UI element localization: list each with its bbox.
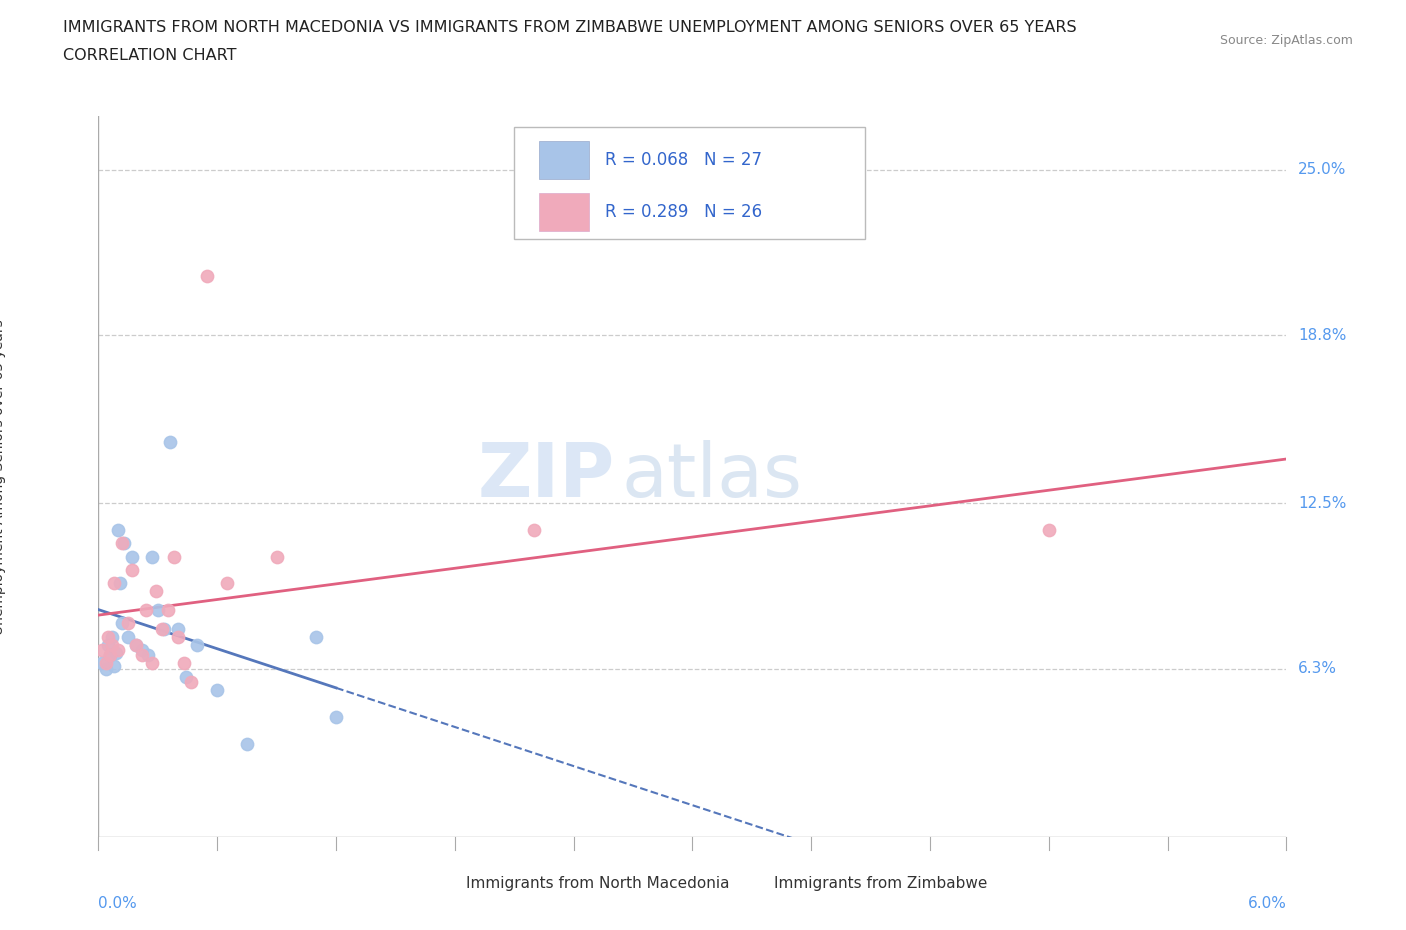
Text: 6.3%: 6.3% — [1298, 661, 1337, 676]
Point — [305, 630, 328, 644]
Point — [174, 670, 197, 684]
Point — [107, 523, 129, 538]
Text: CORRELATION CHART: CORRELATION CHART — [63, 48, 236, 63]
Point — [156, 603, 179, 618]
Point — [186, 637, 208, 652]
Text: atlas: atlas — [621, 440, 803, 513]
Point — [236, 737, 259, 751]
FancyBboxPatch shape — [733, 872, 762, 896]
Point — [141, 550, 163, 565]
FancyBboxPatch shape — [515, 127, 865, 239]
Text: Source: ZipAtlas.com: Source: ZipAtlas.com — [1219, 34, 1353, 47]
Point — [105, 645, 128, 660]
Point — [152, 621, 174, 636]
Point — [1038, 523, 1060, 538]
Point — [107, 643, 129, 658]
Point — [101, 630, 124, 644]
Point — [121, 550, 143, 565]
Point — [145, 584, 167, 599]
Point — [108, 576, 131, 591]
Point — [96, 656, 118, 671]
Point — [125, 637, 148, 652]
Text: 12.5%: 12.5% — [1298, 496, 1347, 511]
Point — [141, 656, 163, 671]
Point — [125, 637, 148, 652]
Point — [146, 603, 169, 618]
Point — [217, 576, 239, 591]
Point — [205, 683, 228, 698]
Point — [136, 648, 159, 663]
Text: 6.0%: 6.0% — [1247, 896, 1286, 910]
FancyBboxPatch shape — [538, 141, 589, 179]
Point — [166, 621, 188, 636]
Point — [112, 536, 135, 551]
Point — [325, 710, 347, 724]
Point — [163, 550, 186, 565]
FancyBboxPatch shape — [538, 193, 589, 231]
Point — [135, 603, 157, 618]
Point — [101, 637, 124, 652]
Point — [97, 630, 120, 644]
Point — [121, 563, 143, 578]
Text: ZIP: ZIP — [478, 440, 616, 513]
Point — [159, 434, 181, 449]
Point — [98, 648, 121, 663]
Point — [98, 648, 121, 663]
Text: Unemployment Among Seniors over 65 years: Unemployment Among Seniors over 65 years — [0, 319, 7, 634]
Point — [173, 656, 195, 671]
Point — [117, 630, 139, 644]
Point — [150, 621, 173, 636]
Point — [131, 643, 153, 658]
FancyBboxPatch shape — [425, 872, 453, 896]
Text: IMMIGRANTS FROM NORTH MACEDONIA VS IMMIGRANTS FROM ZIMBABWE UNEMPLOYMENT AMONG S: IMMIGRANTS FROM NORTH MACEDONIA VS IMMIG… — [63, 20, 1077, 35]
Point — [131, 648, 153, 663]
Text: Immigrants from North Macedonia: Immigrants from North Macedonia — [465, 876, 730, 891]
Point — [103, 576, 125, 591]
Text: 0.0%: 0.0% — [98, 896, 138, 910]
Text: 18.8%: 18.8% — [1298, 327, 1347, 342]
Point — [111, 616, 134, 631]
Text: 25.0%: 25.0% — [1298, 162, 1347, 177]
Point — [117, 616, 139, 631]
Point — [266, 550, 288, 565]
Point — [180, 675, 202, 690]
Point — [97, 637, 120, 652]
Point — [91, 643, 114, 658]
Text: R = 0.068   N = 27: R = 0.068 N = 27 — [605, 151, 762, 169]
Point — [166, 630, 188, 644]
Text: Immigrants from Zimbabwe: Immigrants from Zimbabwe — [775, 876, 988, 891]
Point — [91, 656, 114, 671]
Text: R = 0.289   N = 26: R = 0.289 N = 26 — [605, 203, 762, 221]
Point — [523, 523, 546, 538]
Point — [96, 661, 118, 676]
Point — [111, 536, 134, 551]
Point — [103, 658, 125, 673]
Point — [195, 269, 218, 284]
